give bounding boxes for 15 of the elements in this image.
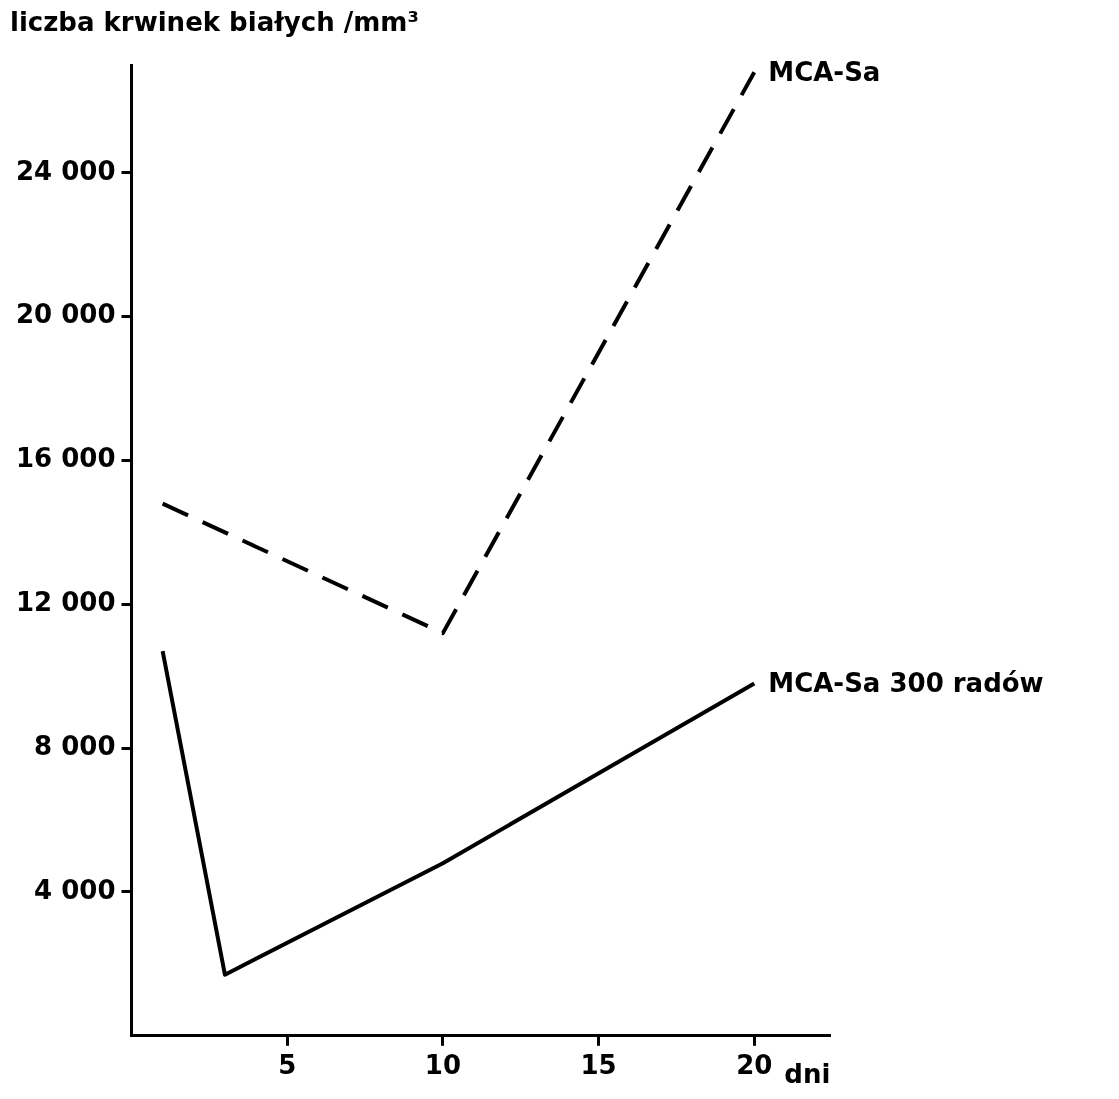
series-label: MCA-Sa 300 radów — [768, 668, 1044, 699]
y-tick-label: 24 000 — [15, 155, 116, 186]
y-tick-label: 12 000 — [15, 587, 116, 618]
x-axis-title: dni — [784, 1058, 831, 1089]
x-tick-label: 15 — [580, 1050, 617, 1081]
x-tick-label: 5 — [278, 1050, 297, 1081]
x-tick-label: 20 — [736, 1050, 773, 1081]
y-tick-label: 20 000 — [15, 299, 116, 330]
y-axis-title: liczba krwinek białych /mm³ — [10, 6, 419, 37]
series-label: MCA-Sa — [768, 56, 881, 87]
y-tick-label: 4 000 — [34, 874, 116, 905]
line-series — [160, 70, 757, 636]
x-tick-label: 10 — [424, 1050, 461, 1081]
y-tick-label: 8 000 — [34, 730, 116, 761]
y-tick-label: 16 000 — [15, 443, 116, 474]
